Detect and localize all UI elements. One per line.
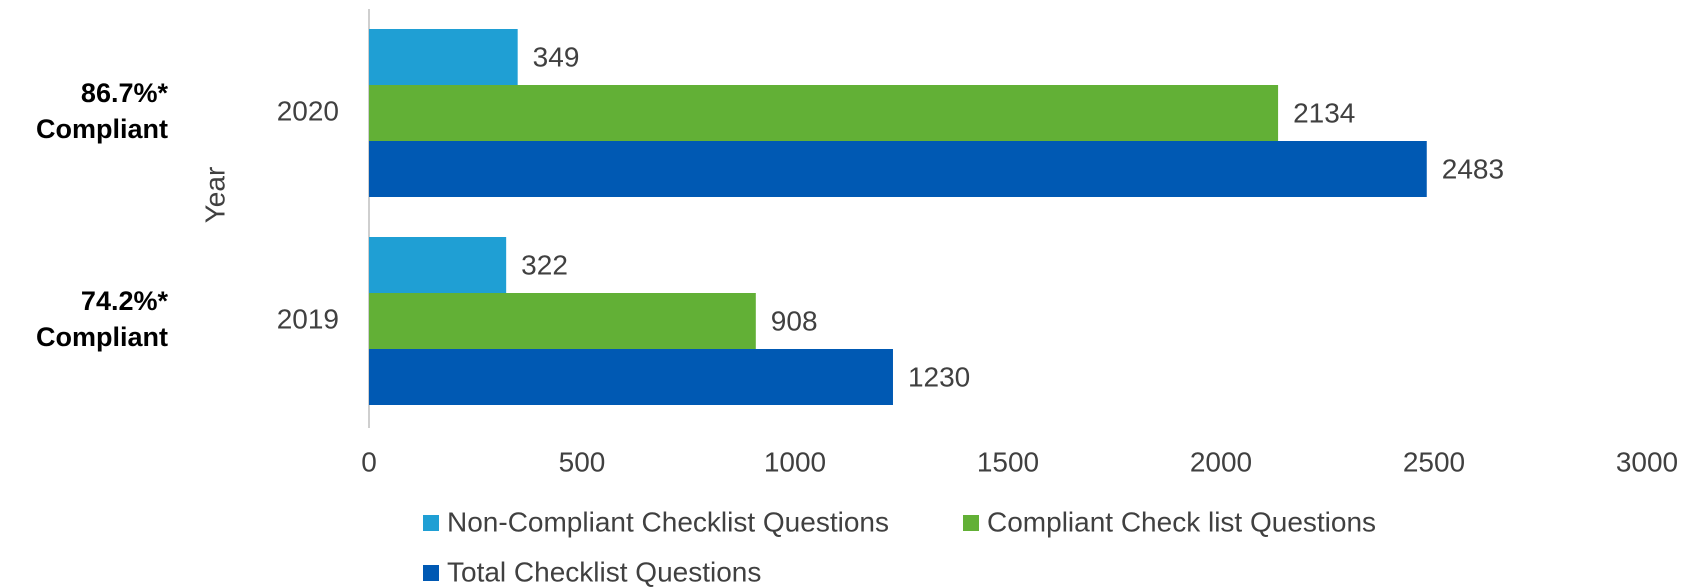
legend-swatch: [423, 565, 439, 581]
data-label: 349: [533, 41, 580, 72]
y-axis-label: Year: [199, 167, 230, 224]
x-tick-label: 2500: [1403, 446, 1465, 477]
annotation: Compliant: [36, 322, 168, 352]
bar: [369, 237, 507, 293]
x-tick-label: 1500: [977, 446, 1039, 477]
legend-swatch: [963, 515, 979, 531]
legend-label: Non-Compliant Checklist Questions: [447, 506, 889, 537]
bar: [369, 293, 756, 349]
bar: [369, 29, 518, 85]
x-tick-label: 500: [559, 446, 606, 477]
y-tick-label: 2019: [277, 303, 339, 334]
data-label: 322: [521, 249, 568, 280]
data-label: 2134: [1293, 97, 1355, 128]
bar: [369, 85, 1279, 141]
data-label: 1230: [908, 361, 970, 392]
x-tick-label: 2000: [1190, 446, 1252, 477]
bar: [369, 349, 893, 405]
data-label: 908: [771, 305, 818, 336]
data-label: 2483: [1442, 153, 1504, 184]
x-tick-label: 3000: [1616, 446, 1678, 477]
bar: [369, 141, 1427, 197]
legend-swatch: [423, 515, 439, 531]
annotation: 86.7%*: [81, 78, 169, 108]
legend-label: Compliant Check list Questions: [987, 506, 1376, 537]
annotation: Compliant: [36, 114, 168, 144]
x-tick-label: 1000: [764, 446, 826, 477]
y-tick-label: 2020: [277, 95, 339, 126]
x-tick-label: 0: [361, 446, 377, 477]
annotation: 74.2%*: [81, 286, 169, 316]
legend-label: Total Checklist Questions: [447, 556, 761, 587]
